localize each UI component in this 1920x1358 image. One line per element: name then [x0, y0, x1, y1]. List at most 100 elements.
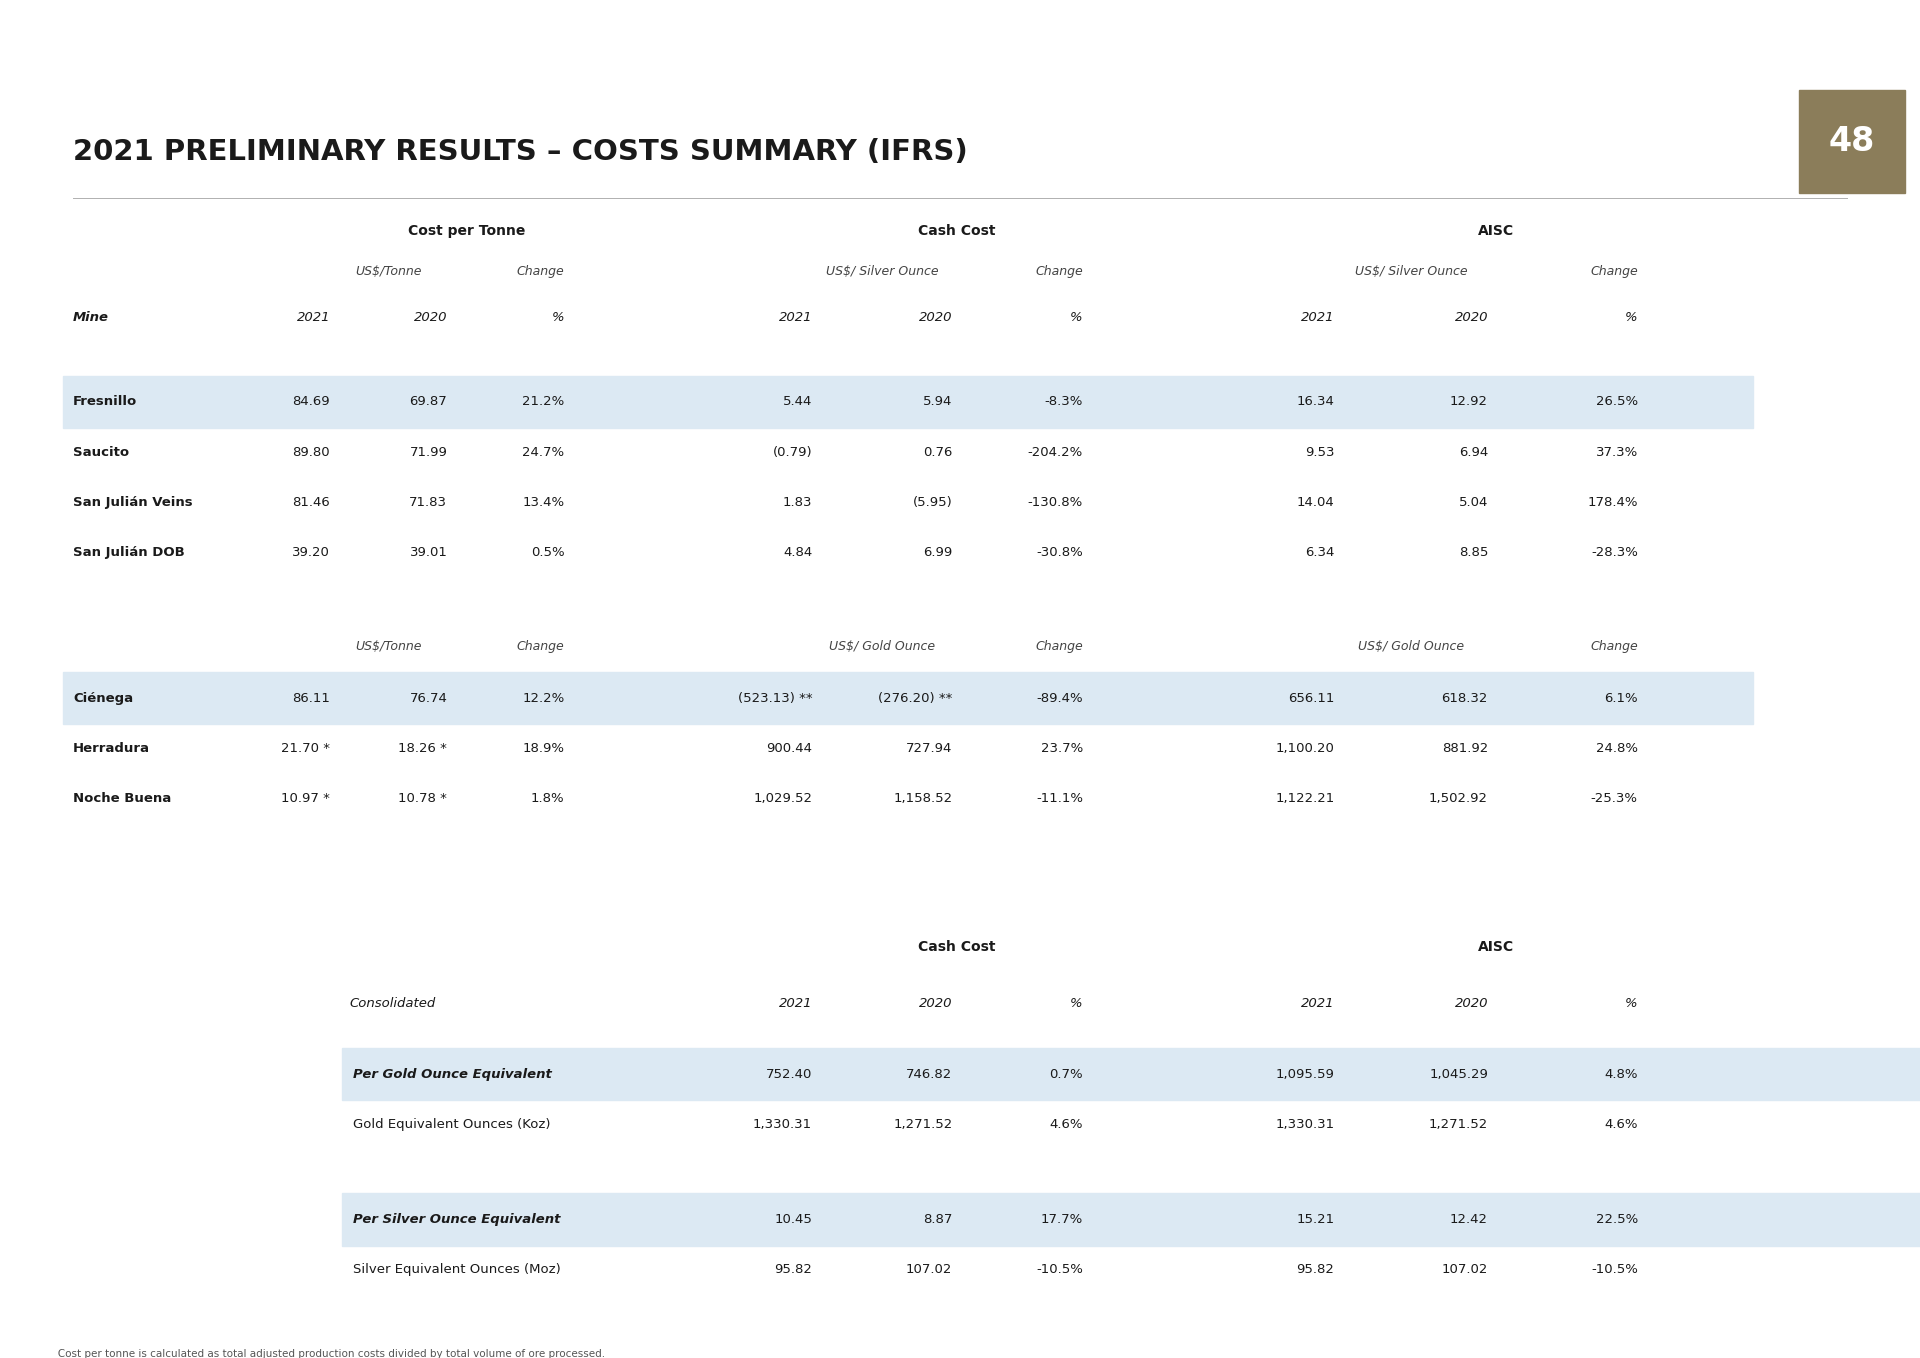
Text: %: % — [1624, 311, 1638, 325]
Bar — [1799, 90, 1905, 193]
Text: US$/Tonne: US$/Tonne — [355, 640, 422, 653]
Text: Change: Change — [1590, 265, 1638, 278]
Text: 76.74: 76.74 — [409, 691, 447, 705]
Text: US$/ Silver Ounce: US$/ Silver Ounce — [1356, 265, 1467, 278]
Text: 26.5%: 26.5% — [1596, 395, 1638, 409]
Text: 71.99: 71.99 — [409, 445, 447, 459]
Text: -25.3%: -25.3% — [1592, 792, 1638, 805]
Text: 2021 PRELIMINARY RESULTS – COSTS SUMMARY (IFRS): 2021 PRELIMINARY RESULTS – COSTS SUMMARY… — [73, 139, 968, 166]
Text: -10.5%: -10.5% — [1592, 1263, 1638, 1277]
Text: US$/ Silver Ounce: US$/ Silver Ounce — [826, 265, 939, 278]
Text: 14.04: 14.04 — [1296, 496, 1334, 509]
Text: -30.8%: -30.8% — [1037, 546, 1083, 559]
Text: 0.76: 0.76 — [924, 445, 952, 459]
Text: 1,271.52: 1,271.52 — [1428, 1118, 1488, 1131]
Text: 2021: 2021 — [1302, 311, 1334, 325]
Text: 48: 48 — [1828, 125, 1876, 158]
Text: Change: Change — [1035, 265, 1083, 278]
Text: 1,271.52: 1,271.52 — [893, 1118, 952, 1131]
Text: 18.26 *: 18.26 * — [399, 741, 447, 755]
Text: 107.02: 107.02 — [906, 1263, 952, 1277]
Text: Per Gold Ounce Equivalent: Per Gold Ounce Equivalent — [353, 1067, 553, 1081]
Text: 6.99: 6.99 — [924, 546, 952, 559]
Text: AISC: AISC — [1478, 940, 1513, 953]
Text: Per Silver Ounce Equivalent: Per Silver Ounce Equivalent — [353, 1213, 561, 1226]
Text: 618.32: 618.32 — [1442, 691, 1488, 705]
Text: 2020: 2020 — [1455, 997, 1488, 1010]
Text: 1,330.31: 1,330.31 — [1275, 1118, 1334, 1131]
Text: -11.1%: -11.1% — [1037, 792, 1083, 805]
Text: 95.82: 95.82 — [1296, 1263, 1334, 1277]
Text: Gold Equivalent Ounces (Koz): Gold Equivalent Ounces (Koz) — [353, 1118, 551, 1131]
Text: %: % — [1624, 997, 1638, 1010]
Text: 6.34: 6.34 — [1306, 546, 1334, 559]
Text: 8.85: 8.85 — [1459, 546, 1488, 559]
Text: 107.02: 107.02 — [1442, 1263, 1488, 1277]
Text: 1,158.52: 1,158.52 — [893, 792, 952, 805]
Text: 752.40: 752.40 — [766, 1067, 812, 1081]
Text: 2021: 2021 — [298, 311, 330, 325]
Text: (5.95): (5.95) — [912, 496, 952, 509]
Text: Herradura: Herradura — [73, 741, 150, 755]
Text: 89.80: 89.80 — [292, 445, 330, 459]
Text: Ciénega: Ciénega — [73, 691, 132, 705]
Text: 8.87: 8.87 — [924, 1213, 952, 1226]
Text: 18.9%: 18.9% — [522, 741, 564, 755]
Text: Cash Cost: Cash Cost — [918, 224, 996, 238]
Text: Silver Equivalent Ounces (Moz): Silver Equivalent Ounces (Moz) — [353, 1263, 561, 1277]
Text: 4.8%: 4.8% — [1605, 1067, 1638, 1081]
Text: 12.92: 12.92 — [1450, 395, 1488, 409]
Text: -28.3%: -28.3% — [1592, 546, 1638, 559]
Text: (0.79): (0.79) — [772, 445, 812, 459]
Text: 0.5%: 0.5% — [530, 546, 564, 559]
Text: 10.97 *: 10.97 * — [282, 792, 330, 805]
Text: 71.83: 71.83 — [409, 496, 447, 509]
Text: 10.78 *: 10.78 * — [399, 792, 447, 805]
Text: 13.4%: 13.4% — [522, 496, 564, 509]
Text: 86.11: 86.11 — [292, 691, 330, 705]
Text: Fresnillo: Fresnillo — [73, 395, 136, 409]
Text: San Julián Veins: San Julián Veins — [73, 496, 192, 509]
Text: 1.83: 1.83 — [783, 496, 812, 509]
Text: %: % — [1069, 311, 1083, 325]
Text: -10.5%: -10.5% — [1037, 1263, 1083, 1277]
Text: 2020: 2020 — [415, 311, 447, 325]
Text: 37.3%: 37.3% — [1596, 445, 1638, 459]
Text: 2021: 2021 — [780, 997, 812, 1010]
Text: 4.6%: 4.6% — [1605, 1118, 1638, 1131]
Text: San Julián DOB: San Julián DOB — [73, 546, 184, 559]
Text: US$/ Gold Ounce: US$/ Gold Ounce — [829, 640, 935, 653]
Text: 84.69: 84.69 — [292, 395, 330, 409]
Text: 15.21: 15.21 — [1296, 1213, 1334, 1226]
Text: 2020: 2020 — [1455, 311, 1488, 325]
Text: 881.92: 881.92 — [1442, 741, 1488, 755]
Text: 2021: 2021 — [1302, 997, 1334, 1010]
Text: 24.7%: 24.7% — [522, 445, 564, 459]
Bar — [342, 1194, 1920, 1245]
Text: Cost per tonne is calculated as total adjusted production costs divided by total: Cost per tonne is calculated as total ad… — [48, 1348, 605, 1358]
Text: 746.82: 746.82 — [906, 1067, 952, 1081]
Text: 1,122.21: 1,122.21 — [1275, 792, 1334, 805]
Text: 12.2%: 12.2% — [522, 691, 564, 705]
Bar — [63, 672, 1753, 724]
Text: Cash Cost: Cash Cost — [918, 940, 996, 953]
Text: 16.34: 16.34 — [1296, 395, 1334, 409]
Text: 69.87: 69.87 — [409, 395, 447, 409]
Text: Change: Change — [1035, 640, 1083, 653]
Text: Change: Change — [1590, 640, 1638, 653]
Text: 1,502.92: 1,502.92 — [1428, 792, 1488, 805]
Text: 39.20: 39.20 — [292, 546, 330, 559]
Text: 1,330.31: 1,330.31 — [753, 1118, 812, 1131]
Text: 9.53: 9.53 — [1306, 445, 1334, 459]
Text: 1,029.52: 1,029.52 — [753, 792, 812, 805]
Text: -8.3%: -8.3% — [1044, 395, 1083, 409]
Text: 4.84: 4.84 — [783, 546, 812, 559]
Text: Saucito: Saucito — [73, 445, 129, 459]
Text: (523.13) **: (523.13) ** — [737, 691, 812, 705]
Text: Change: Change — [516, 265, 564, 278]
Text: 6.94: 6.94 — [1459, 445, 1488, 459]
Text: 5.04: 5.04 — [1459, 496, 1488, 509]
Text: Change: Change — [516, 640, 564, 653]
Text: 178.4%: 178.4% — [1588, 496, 1638, 509]
Text: Mine: Mine — [73, 311, 109, 325]
